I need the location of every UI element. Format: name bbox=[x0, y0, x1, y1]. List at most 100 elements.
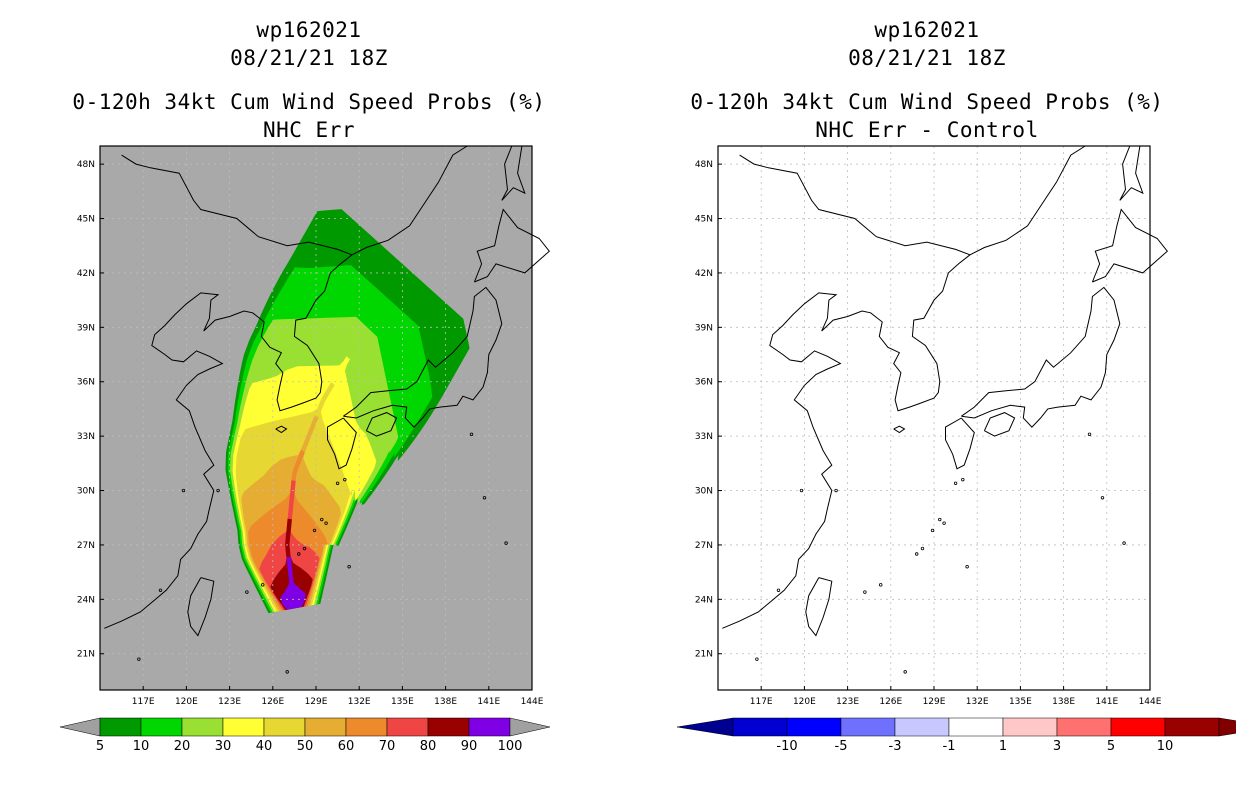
lon-tick-label: 126E bbox=[879, 697, 902, 707]
island-marker bbox=[938, 517, 942, 522]
colorbar-label: 5 bbox=[96, 739, 104, 754]
lon-tick-label: 135E bbox=[391, 697, 414, 707]
coastline-segment bbox=[1091, 208, 1168, 283]
island-marker bbox=[261, 583, 265, 587]
colorbar-label: 10 bbox=[1157, 739, 1174, 754]
colorbar-label: 70 bbox=[379, 739, 396, 754]
lon-tick-label: 144E bbox=[521, 697, 544, 707]
lat-tick-label: 21N bbox=[695, 650, 713, 660]
colorbar-swatch bbox=[263, 717, 306, 737]
island-marker bbox=[799, 488, 804, 493]
lon-tick-label: 138E bbox=[1052, 697, 1075, 707]
coastline-segment bbox=[104, 254, 353, 629]
coastline-segment bbox=[327, 417, 357, 470]
storm-id-title: wp162021 bbox=[874, 18, 980, 42]
coastline-segment bbox=[945, 417, 975, 470]
colorbar-label: 50 bbox=[297, 739, 314, 754]
colorbar-label: 90 bbox=[461, 739, 478, 754]
coastline-segment bbox=[121, 145, 468, 256]
colorbar-swatch bbox=[1056, 717, 1112, 737]
colorbar-label: 3 bbox=[1053, 739, 1061, 754]
colorbar-label: 10 bbox=[133, 739, 150, 754]
island-marker bbox=[1122, 541, 1126, 545]
island-marker bbox=[1087, 432, 1092, 437]
left-panel: wp162021 08/21/21 18Z 0-120h 34kt Cum Wi… bbox=[59, 18, 551, 754]
island-marker bbox=[216, 488, 220, 493]
colorbar-label: 20 bbox=[174, 739, 191, 754]
colorbar-high-arrow bbox=[509, 717, 551, 737]
lon-tick-label: 129E bbox=[305, 697, 328, 707]
colorbar-label: 60 bbox=[338, 739, 355, 754]
colorbar-swatch bbox=[1164, 717, 1220, 737]
island-marker bbox=[347, 564, 351, 569]
colorbar-swatch bbox=[948, 717, 1004, 737]
island-marker bbox=[834, 488, 838, 493]
lat-tick-label: 45N bbox=[77, 215, 95, 225]
colorbar-swatch bbox=[140, 717, 183, 737]
island-marker bbox=[297, 552, 301, 556]
lon-tick-label: 120E bbox=[793, 697, 816, 707]
coastline-segment bbox=[961, 286, 1121, 428]
colorbar-swatch bbox=[386, 717, 429, 737]
colorbar-swatch bbox=[222, 717, 265, 737]
datetime-title: 08/21/21 18Z bbox=[230, 46, 388, 70]
storm-id-title: wp162021 bbox=[256, 18, 362, 42]
colorbar-swatch bbox=[181, 717, 224, 737]
lon-tick-label: 120E bbox=[175, 697, 198, 707]
coastline-segment bbox=[983, 412, 1016, 437]
colorbar: 5 10 20 30 40 50 60 70 80 90 100 bbox=[59, 717, 551, 754]
lon-tick-label: 132E bbox=[966, 697, 989, 707]
colorbar-label: 40 bbox=[256, 739, 273, 754]
lat-tick-label: 36N bbox=[77, 378, 95, 388]
product-title: 0-120h 34kt Cum Wind Speed Probs (%) bbox=[690, 90, 1164, 114]
island-marker bbox=[965, 564, 969, 569]
island-marker bbox=[755, 657, 759, 661]
subtitle: NHC Err - Control bbox=[815, 118, 1039, 142]
lon-tick-label: 141E bbox=[477, 697, 500, 707]
island-marker bbox=[245, 590, 249, 594]
colorbar: -10 -5 -3 -1 1 3 5 10 bbox=[676, 717, 1236, 754]
coastline-segment bbox=[187, 577, 215, 637]
island-marker bbox=[335, 481, 340, 485]
lat-tick-label: 42N bbox=[77, 269, 95, 279]
island-marker bbox=[158, 588, 163, 592]
lat-tick-label: 24N bbox=[695, 595, 713, 605]
lat-tick-label: 30N bbox=[695, 487, 713, 497]
probability-swath bbox=[225, 209, 470, 614]
lat-tick-label: 42N bbox=[695, 269, 713, 279]
colorbar-low-arrow bbox=[59, 717, 101, 737]
datetime-title: 08/21/21 18Z bbox=[848, 46, 1006, 70]
lon-tick-label: 132E bbox=[348, 697, 371, 707]
subtitle: NHC Err bbox=[262, 118, 355, 142]
colorbar-swatch bbox=[840, 717, 896, 737]
colorbar-high-arrow bbox=[1218, 717, 1236, 737]
island-marker bbox=[930, 528, 935, 533]
left-map-figure: 117E 120E 123E 126E 129E 132E 135E 138E 141E 144E… bbox=[59, 145, 551, 754]
colorbar-swatch bbox=[1110, 717, 1166, 737]
lat-tick-label: 39N bbox=[77, 323, 95, 333]
island-marker bbox=[961, 477, 965, 482]
lon-tick-label: 126E bbox=[261, 697, 284, 707]
coastline-segment bbox=[893, 425, 906, 434]
coastline-segment bbox=[275, 425, 288, 434]
island-marker bbox=[920, 546, 925, 551]
island-marker bbox=[863, 590, 867, 594]
colorbar-label: -3 bbox=[889, 739, 902, 754]
lat-tick-label: 21N bbox=[77, 650, 95, 660]
lat-tick-label: 39N bbox=[695, 323, 713, 333]
coastline-segment bbox=[343, 286, 503, 428]
coastline-segment bbox=[805, 577, 833, 637]
colorbar-label: 80 bbox=[420, 739, 437, 754]
map-gridlines bbox=[718, 146, 1151, 690]
colorbar-label: 100 bbox=[498, 739, 523, 754]
lat-tick-label: 24N bbox=[77, 595, 95, 605]
island-marker bbox=[504, 541, 508, 545]
lat-tick-label: 48N bbox=[77, 160, 95, 170]
lat-tick-label: 33N bbox=[695, 432, 713, 442]
lat-tick-label: 36N bbox=[695, 378, 713, 388]
colorbar-swatch bbox=[427, 717, 470, 737]
lon-tick-label: 144E bbox=[1139, 697, 1162, 707]
island-marker bbox=[953, 481, 958, 485]
island-marker bbox=[302, 546, 307, 551]
coastline-segment bbox=[722, 254, 971, 629]
